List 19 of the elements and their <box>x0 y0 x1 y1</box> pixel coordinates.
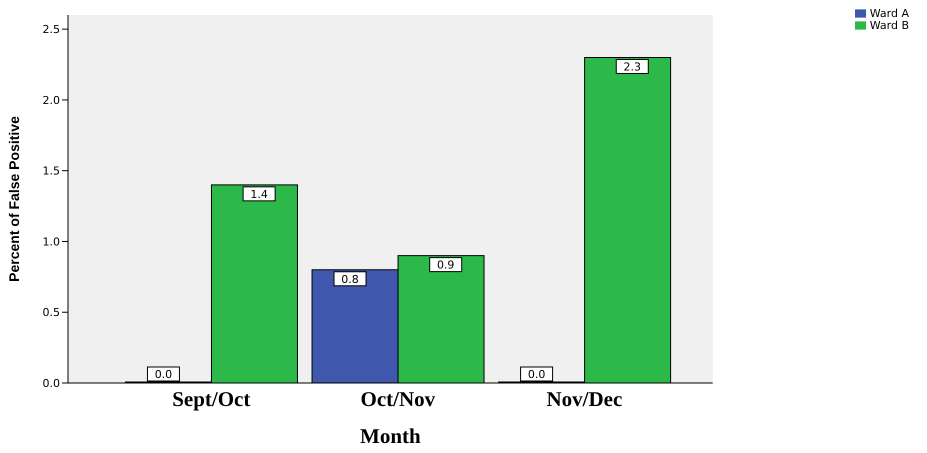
y-tick-label: 1.0 <box>42 235 60 248</box>
data-label: 0.0 <box>154 368 172 381</box>
data-label: 0.8 <box>341 272 359 286</box>
x-tick-label: Sept/Oct <box>172 386 250 411</box>
x-axis-title: Month <box>360 424 422 448</box>
y-tick-label: 0.0 <box>42 376 60 390</box>
x-tick-label: Oct/Nov <box>360 386 436 411</box>
data-label: 0.9 <box>436 258 454 272</box>
data-label: 2.3 <box>624 60 642 74</box>
data-label: 0.0 <box>528 368 546 381</box>
y-tick-label: 2.0 <box>42 94 60 107</box>
y-tick-label: 1.5 <box>42 164 60 178</box>
y-tick-label: 0.5 <box>42 306 60 320</box>
legend-label: Ward A <box>870 7 909 20</box>
data-label: 1.4 <box>250 188 268 201</box>
y-axis-title: Percent of False Positive <box>6 116 22 282</box>
y-tick-label: 2.5 <box>42 23 60 36</box>
legend-label: Ward B <box>870 19 909 32</box>
x-tick-label: Nov/Dec <box>546 386 622 411</box>
